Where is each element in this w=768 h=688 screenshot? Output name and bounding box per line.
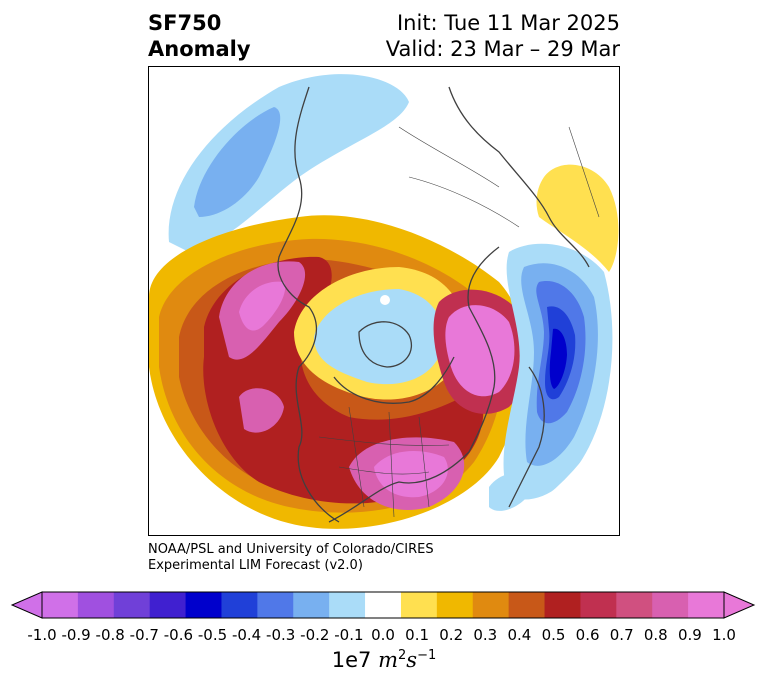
colorbar-tick-label: -0.6 (163, 626, 194, 644)
colorbar-extend-low (10, 591, 43, 619)
colorbar-swatch (400, 592, 438, 618)
colorbar-tick-label: 0.5 (541, 626, 566, 644)
colorbar-swatch (616, 592, 653, 618)
pos-anomaly-magenta-northeast (445, 305, 515, 397)
colorbar-swatch (544, 592, 581, 618)
colorbar-swatch (508, 592, 546, 618)
colorbar (10, 591, 756, 619)
colorbar-tick-label: -1.0 (27, 626, 57, 644)
unit-s-exp: −1 (417, 648, 437, 663)
colorbar-swatch (472, 592, 510, 618)
neg-anomaly-southeast (489, 473, 534, 511)
colorbar-swatch (329, 592, 366, 618)
pos-anomaly-magenta-west (239, 281, 286, 331)
colorbar-swatch (652, 592, 689, 618)
anomaly-map (149, 74, 619, 529)
colorbar-swatch (149, 592, 187, 618)
credit-line1: NOAA/PSL and University of Colorado/CIRE… (148, 542, 434, 557)
colorbar-tick-label: 0.6 (575, 626, 600, 644)
colorbar-tick-label: 0.4 (507, 626, 532, 644)
pos-anomaly-pink-southwest (239, 388, 284, 433)
title-variable: SF750 (148, 11, 222, 35)
colorbar-swatch (293, 592, 330, 618)
init-date: Init: Tue 11 Mar 2025 (396, 11, 620, 35)
colorbar-swatch (113, 592, 151, 618)
colorbar-swatch (185, 592, 222, 618)
pos-anomaly-inner-light (314, 289, 444, 385)
north-pole-marker (380, 295, 390, 305)
unit-m: m (378, 648, 399, 672)
valid-range: Valid: 23 Mar – 29 Mar (385, 37, 620, 61)
colorbar-tick-label: 0.1 (405, 626, 430, 644)
colorbar-swatch (221, 592, 258, 618)
colorbar-swatch (580, 592, 617, 618)
colorbar-tick-label: 0.8 (643, 626, 668, 644)
title-type: Anomaly (148, 37, 251, 61)
colorbar-swatch (77, 592, 115, 618)
colorbar-tick-label: -0.2 (300, 626, 330, 644)
neg-anomaly-east-deep (549, 328, 567, 389)
colorbar-tick-label: -0.7 (129, 626, 159, 644)
colorbar-tick-label: -0.3 (266, 626, 296, 644)
coastlines (277, 86, 590, 523)
map-title: SF750 Anomaly (148, 10, 251, 62)
colorbar-tick-label: 1.0 (712, 626, 736, 644)
unit-base: 1e7 (331, 648, 372, 672)
colorbar-tick-label: -0.5 (197, 626, 228, 644)
colorbar-tick-label: -0.8 (95, 626, 125, 644)
credit-line2: Experimental LIM Forecast (v2.0) (148, 558, 363, 573)
colorbar-swatch (436, 592, 474, 618)
unit-s: s (406, 648, 418, 672)
colorbar-tick-label: -0.1 (334, 626, 364, 644)
colorbar-tick-label: 0.2 (439, 626, 464, 644)
map-credit: NOAA/PSL and University of Colorado/CIRE… (148, 542, 434, 574)
colorbar-swatch (365, 592, 402, 618)
map-panel (148, 66, 620, 536)
colorbar-tick-label: 0.3 (473, 626, 498, 644)
colorbar-unit: 1e7 m2s−1 (332, 648, 437, 672)
colorbar-tick-label: -0.4 (231, 626, 262, 644)
colorbar-tick-label: 0.9 (677, 626, 702, 644)
unit-m-exp: 2 (398, 648, 407, 663)
colorbar-swatch (257, 592, 294, 618)
neg-anomaly-northwest-core (194, 107, 281, 217)
colorbar-swatch (42, 592, 79, 618)
forecast-dates: Init: Tue 11 Mar 2025 Valid: 23 Mar – 29… (386, 10, 620, 62)
political-borders (318, 126, 600, 518)
colorbar-tick-label: -0.9 (61, 626, 91, 644)
colorbar-extend-high (723, 591, 756, 619)
colorbar-tick-label: 0.7 (609, 626, 634, 644)
colorbar-outline (41, 591, 725, 619)
pos-anomaly-far-east (536, 164, 619, 272)
colorbar-tick-label: 0.0 (371, 626, 395, 644)
colorbar-swatch (688, 592, 725, 618)
